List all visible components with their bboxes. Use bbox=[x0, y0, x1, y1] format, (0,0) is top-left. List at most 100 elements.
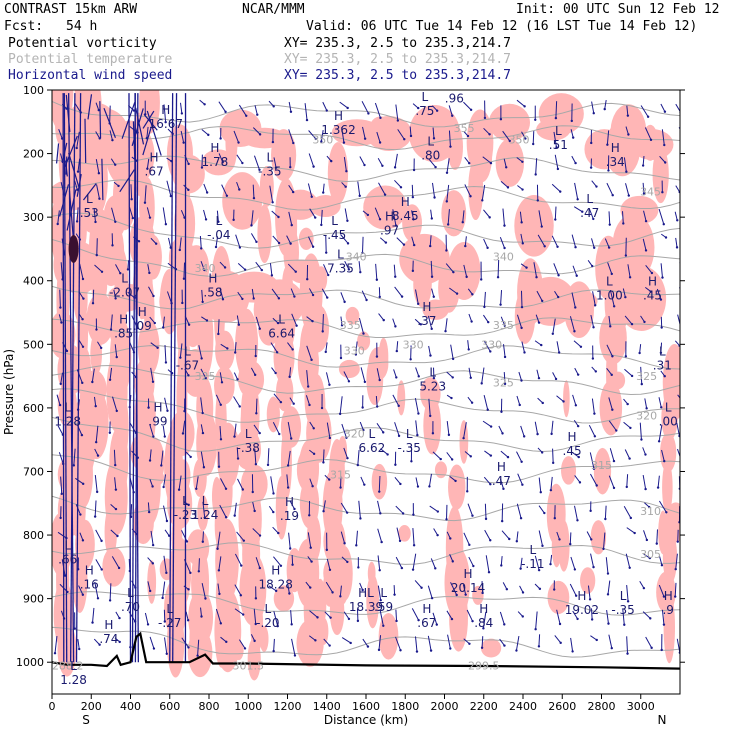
wind-vector-head bbox=[595, 484, 598, 487]
wind-vector bbox=[127, 260, 129, 270]
wind-vector bbox=[538, 477, 542, 493]
wind-vector-head bbox=[58, 403, 62, 407]
wind-vector bbox=[430, 558, 436, 569]
wind-vector bbox=[606, 344, 613, 357]
wind-vector bbox=[552, 448, 554, 463]
wind-vector-head bbox=[663, 375, 666, 378]
wind-vector-head bbox=[151, 543, 155, 547]
wind-vector-head bbox=[559, 641, 562, 645]
wind-vector bbox=[590, 635, 598, 641]
wind-vector-head bbox=[347, 268, 351, 271]
extremum-type: L bbox=[406, 427, 413, 441]
wind-vector-head bbox=[558, 622, 562, 626]
wind-vector-head bbox=[574, 594, 578, 597]
strong-wind-vector bbox=[131, 93, 136, 663]
wind-vector-head bbox=[556, 295, 560, 299]
pv-shade-patch bbox=[397, 380, 406, 416]
wind-vector-head bbox=[399, 482, 402, 486]
theta-contour-label: 340 bbox=[346, 251, 367, 264]
wind-vector bbox=[412, 527, 415, 546]
wind-vector bbox=[58, 314, 62, 323]
pv-shade-patch bbox=[563, 380, 570, 418]
wind-vector-head bbox=[59, 382, 62, 386]
wind-vector-head bbox=[655, 542, 658, 545]
wind-vector-head bbox=[163, 620, 166, 623]
wind-vector-head bbox=[339, 356, 343, 360]
wind-vector-head bbox=[187, 323, 191, 326]
wind-vector bbox=[168, 237, 172, 248]
pv-shade-patch bbox=[402, 204, 423, 242]
wind-vector-head bbox=[81, 381, 84, 385]
wind-vector-head bbox=[409, 134, 413, 138]
wind-vector-head bbox=[521, 242, 524, 245]
wind-vector bbox=[197, 639, 200, 656]
wind-vector-head bbox=[403, 138, 406, 141]
extremum-value: 1.362 bbox=[321, 123, 355, 137]
wind-vector bbox=[322, 449, 325, 463]
pv-shade-patch bbox=[593, 447, 612, 495]
wind-vector bbox=[623, 421, 631, 429]
wind-vector bbox=[569, 316, 575, 332]
extremum-type: H bbox=[577, 589, 586, 603]
wind-vector-head bbox=[306, 385, 310, 388]
wind-vector bbox=[322, 183, 325, 193]
wind-vector bbox=[374, 102, 381, 119]
wind-vector-head bbox=[203, 268, 206, 272]
wind-vector bbox=[233, 130, 240, 143]
wind-vector-head bbox=[114, 507, 118, 511]
wind-vector-head bbox=[165, 571, 168, 575]
y-tick-label: 400 bbox=[23, 275, 44, 288]
wind-vector-head bbox=[340, 324, 344, 327]
wind-vector bbox=[325, 581, 333, 593]
wind-vector-head bbox=[650, 271, 654, 275]
extremum-value: .19 bbox=[280, 509, 299, 523]
wind-vector bbox=[307, 532, 312, 548]
wind-vector-head bbox=[160, 464, 163, 467]
wind-vector-head bbox=[253, 509, 256, 513]
wind-vector bbox=[396, 237, 405, 245]
wind-vector-head bbox=[356, 619, 360, 623]
wind-vector-head bbox=[378, 490, 381, 493]
wind-vector bbox=[326, 422, 331, 439]
wind-vector-head bbox=[662, 595, 666, 598]
wind-vector bbox=[198, 558, 200, 572]
wind-vector bbox=[589, 452, 595, 469]
extremum-type: H bbox=[497, 460, 506, 474]
wind-vector bbox=[146, 158, 150, 169]
wind-vector-head bbox=[109, 328, 113, 331]
wind-vector-head bbox=[146, 167, 149, 170]
wind-vector bbox=[149, 316, 156, 324]
wind-vector bbox=[127, 291, 135, 299]
wind-vector bbox=[570, 556, 576, 570]
wind-vector bbox=[238, 639, 246, 649]
wind-vector-head bbox=[338, 412, 342, 416]
extremum-value: 1.24 bbox=[192, 508, 219, 522]
wind-vector-head bbox=[91, 301, 95, 305]
wind-vector-head bbox=[487, 320, 490, 324]
wind-vector-head bbox=[434, 567, 437, 570]
wind-vector-head bbox=[649, 617, 652, 620]
wind-vector-head bbox=[224, 516, 228, 519]
wind-vector-head bbox=[436, 510, 440, 513]
wind-vector bbox=[93, 638, 100, 646]
x-tick-label: 2400 bbox=[509, 700, 537, 713]
wind-vector-head bbox=[272, 649, 275, 653]
wind-vector bbox=[415, 477, 419, 487]
wind-vector-head bbox=[277, 241, 281, 245]
wind-vector bbox=[252, 184, 255, 199]
wind-vector-head bbox=[411, 568, 415, 571]
wind-vector-head bbox=[309, 546, 312, 549]
extremum-type: H bbox=[464, 567, 473, 581]
extremum-type: L bbox=[166, 602, 173, 616]
wind-vector bbox=[79, 292, 84, 299]
wind-vector-head bbox=[592, 326, 595, 329]
extremum-type: L bbox=[202, 494, 209, 508]
wind-vector-head bbox=[161, 596, 164, 600]
wind-vector-head bbox=[417, 106, 420, 110]
wind-vector-head bbox=[430, 327, 433, 331]
wind-vector-head bbox=[339, 486, 342, 489]
wind-vector-head bbox=[626, 402, 629, 406]
wind-vector-head bbox=[237, 323, 241, 326]
wind-vector bbox=[96, 184, 100, 199]
wind-vector-head bbox=[611, 408, 614, 411]
